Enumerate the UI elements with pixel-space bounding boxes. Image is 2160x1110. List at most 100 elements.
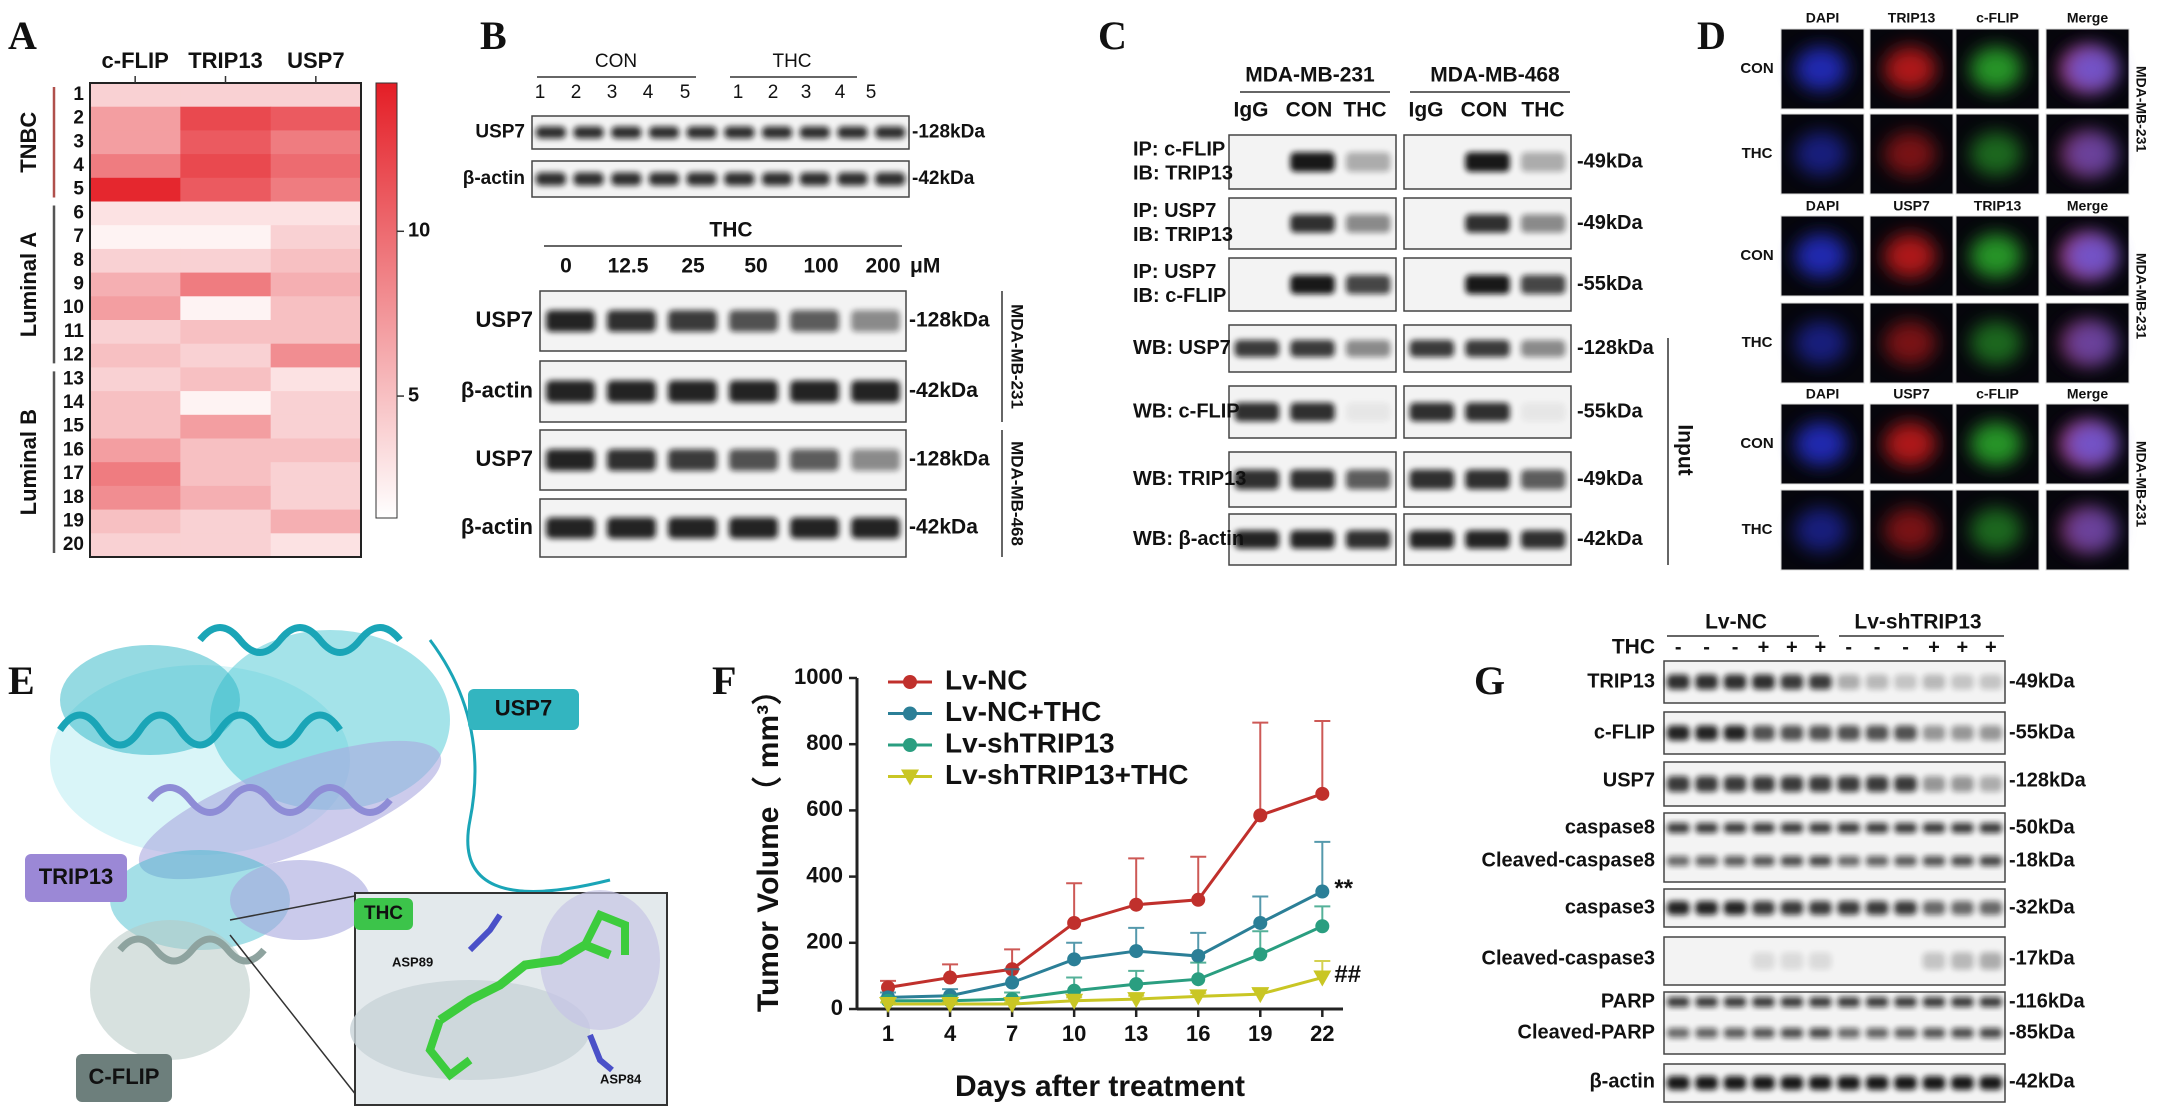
blot-band	[1922, 725, 1946, 741]
blot-band	[1894, 901, 1917, 915]
blot-band	[1666, 725, 1690, 741]
blot-band	[1922, 1076, 1946, 1090]
structure-label: THC	[364, 903, 403, 924]
point	[943, 970, 958, 985]
blot-band	[648, 126, 680, 139]
blot-band	[1723, 725, 1747, 741]
blot-band	[1922, 823, 1946, 833]
treatment-label: THC	[1612, 636, 1655, 659]
cell-signal	[2066, 422, 2118, 466]
blot-band	[729, 380, 778, 403]
blot-band	[1234, 340, 1280, 357]
blot-size: -42kDa	[909, 379, 978, 402]
blot-band	[1752, 952, 1775, 970]
blot-band	[1837, 674, 1861, 690]
treatment-sign: +	[1758, 636, 1770, 658]
heatmap-cell	[180, 272, 272, 297]
blot-band	[1808, 952, 1832, 970]
blot-band	[799, 172, 830, 186]
cell-signal	[1970, 132, 2022, 176]
legend-label: Lv-shTRIP13	[945, 727, 1115, 758]
blot-band	[724, 126, 755, 139]
series-line	[888, 924, 1323, 1003]
label-box	[354, 898, 413, 930]
blot-band	[668, 517, 717, 539]
blot-band	[1290, 214, 1335, 233]
point	[901, 769, 919, 786]
lane-label: THC	[1343, 99, 1386, 122]
blot-band	[1837, 1076, 1861, 1090]
row-label: 8	[73, 250, 84, 271]
blot-label: PARP	[1601, 990, 1655, 1012]
blot-label: Cleaved-PARP	[1518, 1021, 1655, 1043]
blot-frame	[1663, 761, 2006, 807]
blot-band	[1345, 274, 1391, 295]
heatmap-cell	[270, 296, 362, 321]
blot-size: -49kDa	[1577, 468, 1643, 490]
point	[1129, 944, 1144, 959]
cell-signal	[1795, 422, 1847, 466]
blot-band	[1780, 952, 1804, 970]
structure-label: USP7	[495, 695, 552, 720]
blot-label: IB: c-FLIP	[1133, 285, 1226, 307]
blot-band	[1951, 1028, 1974, 1038]
group-label: Lv-NC	[1705, 611, 1767, 634]
blot-band	[668, 310, 717, 332]
channel-label: Merge	[2067, 198, 2108, 214]
row-label: CON	[1740, 435, 1773, 452]
blot-label: IB: TRIP13	[1133, 224, 1233, 246]
channel-label: c-FLIP	[1976, 386, 2019, 402]
blot-band	[1666, 776, 1690, 792]
blot-band	[1780, 823, 1804, 833]
blot-band	[1865, 823, 1889, 833]
blot-band	[1723, 1076, 1747, 1090]
row-label: 7	[73, 226, 84, 247]
blot-band	[1345, 530, 1391, 549]
y-tick-label: 800	[806, 730, 843, 755]
point	[1251, 987, 1270, 1004]
blot-frame	[1663, 711, 2006, 755]
lane-label: 1	[733, 82, 744, 103]
panel-letter: F	[712, 658, 736, 703]
blot-band	[1520, 402, 1566, 422]
blot-band	[1290, 152, 1335, 172]
blot-band	[724, 172, 755, 186]
blot-band	[1951, 856, 1974, 866]
point	[1065, 993, 1084, 1010]
blot-band	[668, 380, 717, 403]
point	[1313, 970, 1332, 987]
lane-label: IgG	[1234, 99, 1269, 122]
heatmap-cell	[180, 414, 272, 439]
row-label: CON	[1740, 60, 1773, 77]
blot-band	[1520, 214, 1566, 233]
input-label: Input	[1673, 424, 1696, 475]
heatmap-cell	[180, 130, 272, 155]
blot-size: -85kDa	[2009, 1021, 2075, 1043]
y-tick-label: 0	[831, 995, 843, 1020]
blot-band	[1695, 901, 1718, 915]
channel-label: USP7	[1893, 386, 1930, 402]
treatment-sign: -	[1902, 636, 1909, 658]
blot-band	[1345, 402, 1391, 422]
blot-band	[1837, 823, 1860, 833]
blot-band	[546, 517, 595, 539]
heatmap-cell	[270, 83, 362, 108]
blot-band	[1809, 997, 1832, 1007]
y-tick-label: 1000	[794, 664, 843, 689]
blot-size: -49kDa	[1577, 150, 1643, 172]
cell-signal	[1884, 47, 1936, 91]
x-tick-label: 16	[1186, 1021, 1210, 1046]
treatment-sign: +	[1985, 636, 1997, 658]
blot-band	[1865, 1028, 1889, 1038]
annotation: **	[1334, 875, 1353, 902]
blot-band	[1667, 823, 1690, 833]
blot-band	[546, 310, 595, 332]
lane-label: IgG	[1409, 99, 1444, 122]
cell-line-label: MDA-MB-468	[1430, 64, 1560, 87]
blot-band	[1979, 1076, 2003, 1090]
blot-band	[1865, 1076, 1889, 1090]
blot-band	[611, 172, 642, 186]
x-tick-label: 7	[1006, 1021, 1018, 1046]
blot-band	[607, 517, 656, 539]
row-label: 6	[73, 202, 84, 223]
